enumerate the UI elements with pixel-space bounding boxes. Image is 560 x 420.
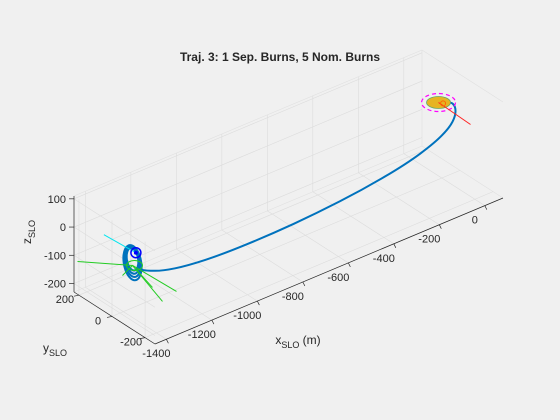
x-tick-mark	[257, 300, 260, 306]
trajectory-loop	[125, 247, 140, 272]
nom-burn-vector	[77, 260, 133, 266]
box-edge	[421, 145, 504, 199]
x-tick-mark	[211, 319, 215, 325]
grid-line-x-floor	[221, 229, 304, 283]
y-tick-label: -200	[120, 337, 142, 349]
z-tick-label: -100	[44, 250, 66, 262]
target-marker-dot	[133, 250, 138, 255]
y-tick-mark	[73, 294, 80, 297]
y-axis-line	[73, 291, 156, 345]
z-tick-label: -200	[44, 279, 66, 291]
nom-burn-vector	[132, 265, 177, 292]
grid-line-x-floor	[312, 191, 394, 245]
x-tick-mark	[166, 339, 169, 344]
grid-line-z-back	[73, 109, 423, 256]
y-tick-label: 200	[56, 294, 74, 306]
x-axis-line	[154, 197, 504, 345]
grid-line-x-floor	[85, 286, 167, 340]
box-edge	[73, 49, 423, 197]
grid-line-y-floor	[111, 170, 461, 317]
y-tick-label: 0	[95, 315, 101, 327]
x-tick-label: -1200	[188, 329, 216, 341]
grid-line-z-back	[73, 137, 423, 284]
grid-line-x-floor	[358, 172, 440, 225]
x-tick-mark	[439, 224, 442, 229]
x-tick-label: -200	[418, 234, 440, 246]
x-tick-label: -1000	[233, 310, 261, 322]
y-tick-mark	[106, 316, 113, 318]
grid-line-z-back	[73, 52, 423, 200]
grid-line-x-floor	[267, 210, 349, 264]
x-tick-label: -400	[373, 253, 395, 265]
target-marker	[130, 246, 142, 259]
box-edge	[73, 145, 423, 293]
grid-line-y-floor	[144, 191, 494, 338]
sep-burn-vector	[103, 234, 137, 254]
chart-title: Traj. 3: 1 Sep. Burns, 5 Nom. Burns	[180, 50, 380, 64]
x-axis-label: xSLO (m)	[275, 333, 320, 350]
x-tick-mark	[484, 205, 488, 210]
z-axis-label: zSLO	[20, 220, 37, 244]
grid-line-x-floor	[176, 248, 258, 302]
start-marker	[440, 100, 447, 107]
y-tick-mark	[140, 337, 146, 339]
grid-line-z-back	[73, 80, 423, 228]
grid-line-x-floor	[403, 153, 485, 206]
grid-line-z-side	[73, 198, 156, 252]
x-tick-label: -800	[282, 291, 304, 303]
chief-keepout-ellipse	[420, 92, 457, 113]
x-tick-label: 0	[472, 215, 478, 227]
grid-line-z-side	[73, 255, 156, 308]
grid-line-x-floor	[130, 267, 213, 321]
trajectory-transfer-arc	[136, 101, 457, 272]
box-edge	[421, 49, 504, 103]
nom-burn-vector	[122, 265, 133, 276]
x-tick-mark	[348, 262, 351, 268]
z-tick-label: 100	[48, 194, 66, 206]
nom-burn-marker	[125, 259, 143, 271]
x-tick-mark	[393, 243, 397, 248]
z-tick-label: 0	[60, 222, 66, 234]
y-axis-label: ySLO	[43, 341, 67, 358]
grid-line-z-side	[73, 283, 156, 336]
plot-area: -1400-1200-1000-800-600-400-2000-2000200…	[20, 49, 504, 360]
x-tick-label: -1400	[142, 348, 170, 360]
x-tick-mark	[302, 281, 306, 287]
nom-burn-vector	[132, 265, 153, 288]
x-tick-label: -600	[327, 272, 349, 284]
